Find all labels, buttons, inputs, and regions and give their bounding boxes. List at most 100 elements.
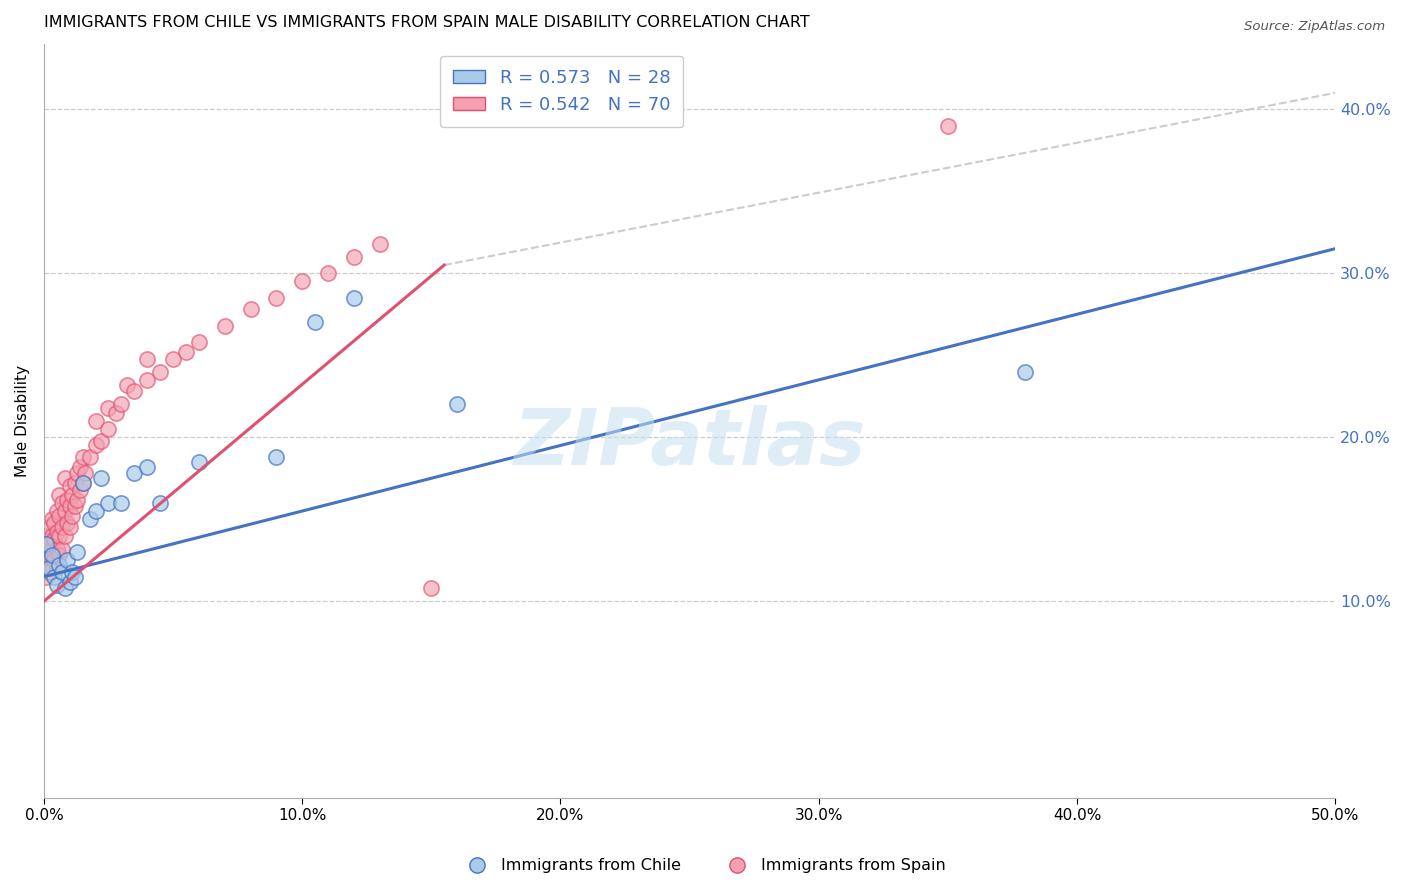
Point xyxy=(41,541,63,556)
Point xyxy=(115,377,138,392)
Point xyxy=(266,291,288,305)
Point xyxy=(66,492,89,507)
Point xyxy=(45,504,67,518)
Point xyxy=(79,450,101,464)
Point xyxy=(446,397,468,411)
Point xyxy=(45,561,67,575)
Point xyxy=(291,275,314,289)
Point xyxy=(72,450,94,464)
Point xyxy=(60,488,83,502)
Point xyxy=(35,553,58,567)
Point xyxy=(174,345,197,359)
Point xyxy=(59,574,82,589)
Point xyxy=(343,291,366,305)
Point xyxy=(136,373,159,387)
Legend: R = 0.573   N = 28, R = 0.542   N = 70: R = 0.573 N = 28, R = 0.542 N = 70 xyxy=(440,56,683,127)
Point xyxy=(41,529,63,543)
Point xyxy=(420,581,443,595)
Point xyxy=(63,569,86,583)
Point xyxy=(51,496,73,510)
Point xyxy=(59,499,82,513)
Point xyxy=(56,516,79,530)
Point xyxy=(48,488,70,502)
Point xyxy=(59,520,82,534)
Point xyxy=(45,578,67,592)
Point xyxy=(51,541,73,556)
Point xyxy=(97,422,120,436)
Point xyxy=(59,479,82,493)
Point xyxy=(53,581,76,595)
Point xyxy=(1014,365,1036,379)
Point xyxy=(53,529,76,543)
Point xyxy=(162,351,184,366)
Point xyxy=(124,467,146,481)
Point xyxy=(44,516,66,530)
Point xyxy=(38,565,60,579)
Point xyxy=(41,512,63,526)
Point xyxy=(48,508,70,523)
Point xyxy=(45,541,67,556)
Point xyxy=(53,504,76,518)
Point xyxy=(149,496,172,510)
Point xyxy=(343,250,366,264)
Point xyxy=(69,483,91,497)
Point xyxy=(72,476,94,491)
Point xyxy=(187,335,209,350)
Point xyxy=(45,525,67,540)
Point xyxy=(136,459,159,474)
Point xyxy=(304,316,326,330)
Point xyxy=(63,499,86,513)
Point xyxy=(38,537,60,551)
Point xyxy=(48,529,70,543)
Point xyxy=(60,508,83,523)
Point xyxy=(51,565,73,579)
Point xyxy=(124,384,146,399)
Text: Source: ZipAtlas.com: Source: ZipAtlas.com xyxy=(1244,20,1385,33)
Point xyxy=(35,529,58,543)
Point xyxy=(35,537,58,551)
Point xyxy=(84,414,107,428)
Y-axis label: Male Disability: Male Disability xyxy=(15,365,30,477)
Point xyxy=(38,561,60,575)
Point xyxy=(48,549,70,563)
Point xyxy=(149,365,172,379)
Legend: Immigrants from Chile, Immigrants from Spain: Immigrants from Chile, Immigrants from S… xyxy=(454,852,952,880)
Point xyxy=(48,558,70,573)
Point xyxy=(41,549,63,563)
Point xyxy=(84,504,107,518)
Point xyxy=(266,450,288,464)
Point xyxy=(97,401,120,415)
Point xyxy=(105,406,128,420)
Text: ZIPatlas: ZIPatlas xyxy=(513,406,866,482)
Point xyxy=(44,569,66,583)
Point xyxy=(187,455,209,469)
Point xyxy=(316,266,339,280)
Text: IMMIGRANTS FROM CHILE VS IMMIGRANTS FROM SPAIN MALE DISABILITY CORRELATION CHART: IMMIGRANTS FROM CHILE VS IMMIGRANTS FROM… xyxy=(44,15,810,30)
Point xyxy=(41,561,63,575)
Point xyxy=(66,467,89,481)
Point xyxy=(90,471,112,485)
Point xyxy=(69,459,91,474)
Point xyxy=(66,545,89,559)
Point xyxy=(35,569,58,583)
Point xyxy=(60,565,83,579)
Point xyxy=(136,351,159,366)
Point xyxy=(38,520,60,534)
Point xyxy=(56,492,79,507)
Point xyxy=(214,318,236,333)
Point xyxy=(44,553,66,567)
Point xyxy=(72,476,94,491)
Point xyxy=(368,236,391,251)
Point xyxy=(97,496,120,510)
Point xyxy=(110,496,132,510)
Point xyxy=(110,397,132,411)
Point xyxy=(44,532,66,546)
Point xyxy=(51,520,73,534)
Point xyxy=(75,467,97,481)
Point xyxy=(38,549,60,563)
Point xyxy=(63,476,86,491)
Point xyxy=(53,471,76,485)
Point xyxy=(56,553,79,567)
Point xyxy=(35,545,58,559)
Point xyxy=(936,119,959,133)
